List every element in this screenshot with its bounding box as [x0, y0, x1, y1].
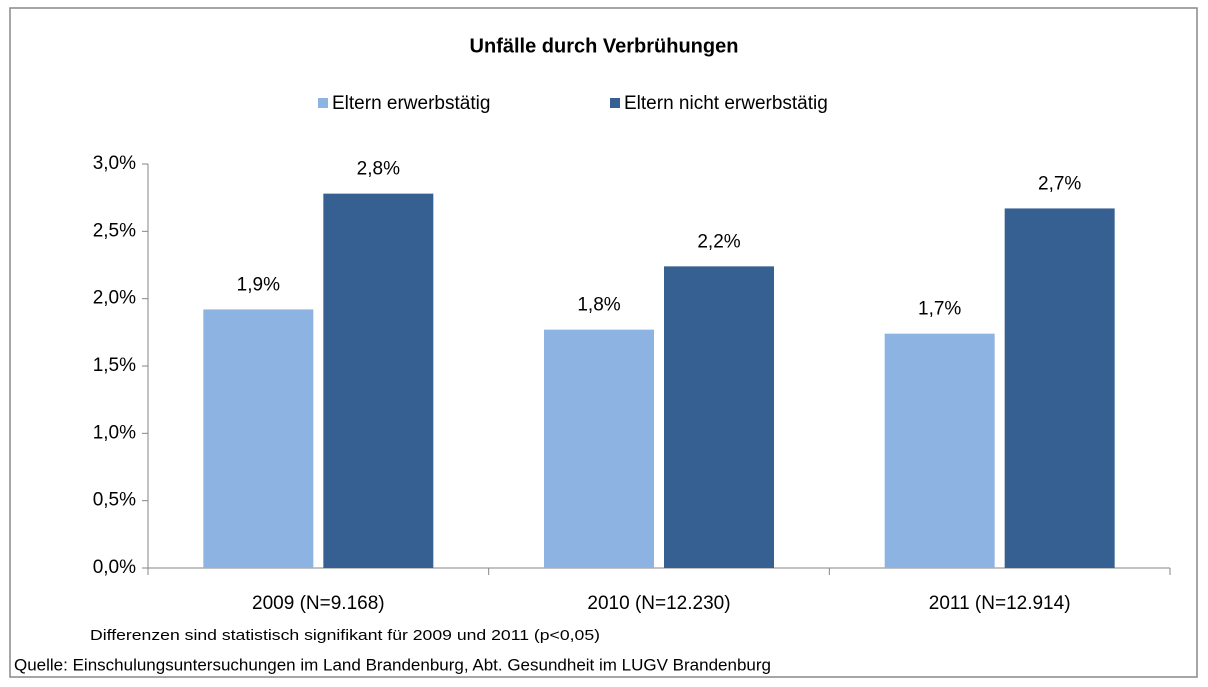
- bar: [664, 266, 774, 568]
- chart-title: Unfälle durch Verbrühungen: [470, 35, 739, 57]
- x-tick-label: 2009 (N=9.168): [252, 593, 385, 614]
- y-tick-label: 1,5%: [93, 355, 136, 376]
- y-tick-label: 2,0%: [93, 288, 136, 309]
- value-label: 2,7%: [1038, 173, 1081, 194]
- bar: [1004, 208, 1115, 568]
- source: Quelle: Einschulungsuntersuchungen im La…: [14, 655, 771, 674]
- bar: [203, 309, 314, 568]
- y-tick-label: 0,5%: [93, 490, 136, 511]
- bar: [544, 329, 654, 568]
- y-tick-label: 2,5%: [93, 220, 136, 241]
- x-tick-label: 2010 (N=12.230): [587, 593, 730, 614]
- x-tick-label: 2011 (N=12.914): [929, 593, 1071, 614]
- value-label: 1,9%: [237, 274, 280, 295]
- value-label: 1,7%: [918, 299, 961, 320]
- legend-label: Eltern erwerbstätig: [332, 93, 490, 114]
- legend-label: Eltern nicht erwerbstätig: [624, 93, 828, 114]
- annotation: Differenzen sind statistisch signifikant…: [90, 627, 600, 644]
- y-tick-label: 3,0%: [93, 153, 136, 174]
- bar: [884, 333, 995, 568]
- legend-swatch: [610, 98, 620, 108]
- y-tick-label: 0,0%: [93, 557, 136, 578]
- value-label: 1,8%: [577, 295, 620, 316]
- y-tick-label: 1,0%: [93, 422, 136, 443]
- legend-swatch: [318, 98, 328, 108]
- value-label: 2,8%: [357, 159, 400, 180]
- value-label: 2,2%: [697, 231, 740, 252]
- bar: [323, 193, 434, 569]
